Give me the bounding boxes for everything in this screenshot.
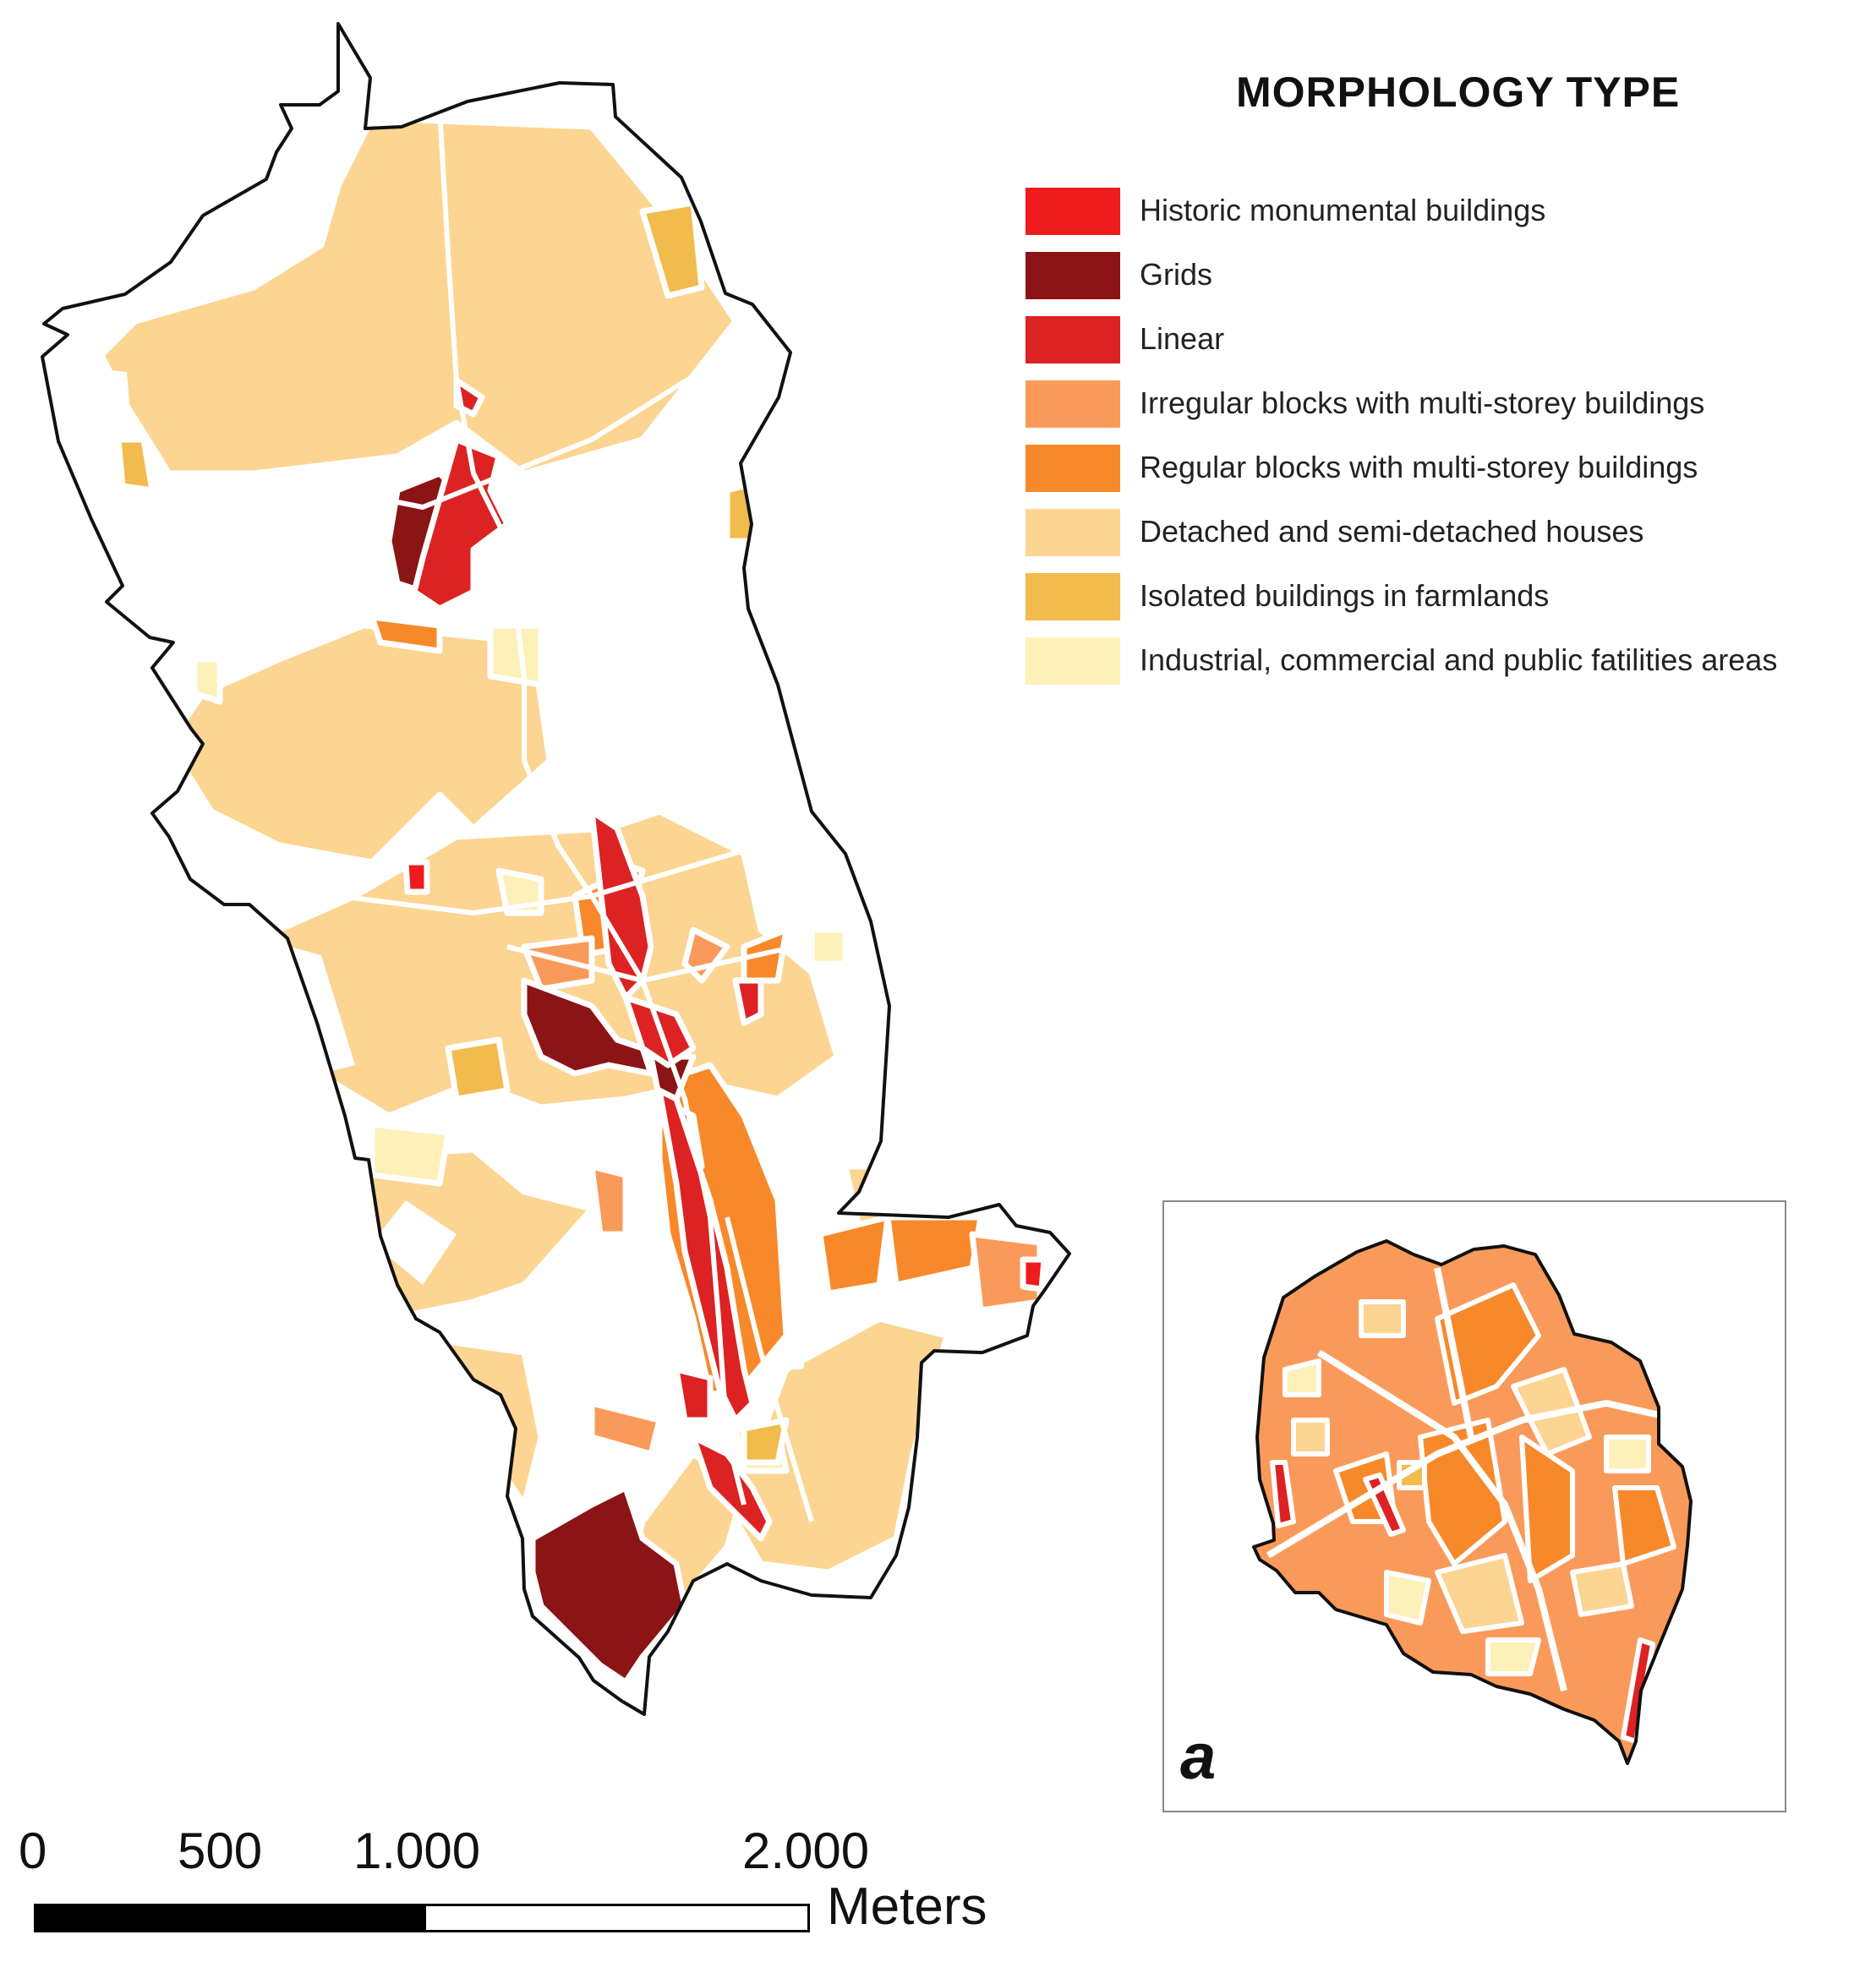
streets [168,109,814,1522]
legend-label: Grids [1140,257,1213,292]
inset-regular [1333,1282,1676,1583]
legend-swatch [1026,573,1120,620]
legend-item-linear: Linear [1015,316,1860,367]
inset-streets [1266,1267,1683,1691]
legend-item-historic: Historic monumental buildings [1015,188,1860,238]
scale-unit-label: Meters [827,1877,987,1936]
legend-item-isolated: Isolated buildings in farmlands [1015,573,1860,624]
legend-item-irregular: Irregular blocks with multi-storey build… [1015,380,1860,431]
legend-label: Industrial, commercial and public fatili… [1140,642,1778,677]
legend-swatch [1026,380,1120,428]
inset-boundary [1252,1239,1693,1765]
scale-bar [34,1904,810,1932]
legend-item-detached: Detached and semi-detached houses [1015,509,1860,560]
legend-item-grids: Grids [1015,252,1860,303]
legend-swatch [1026,509,1120,556]
main-map [51,109,1047,1686]
legend-swatch [1026,188,1120,235]
legend-swatch [1026,252,1120,299]
legend-label: Detached and semi-detached houses [1140,514,1644,549]
legend-item-regular: Regular blocks with multi-storey buildin… [1015,445,1860,495]
linear-areas [411,377,773,1542]
scale-tick-label: 500 [178,1823,263,1879]
legend-swatch [1026,445,1120,492]
scale-tick-label: 2.000 [742,1823,870,1879]
legend-label: Regular blocks with multi-storey buildin… [1140,450,1698,484]
legend-label: Irregular blocks with multi-storey build… [1140,385,1705,420]
legend-label: Linear [1140,321,1225,356]
legend-label: Isolated buildings in farmlands [1140,578,1550,613]
legend-swatch [1026,316,1120,363]
scale-tick-label: 1.000 [353,1823,481,1879]
scale-bar-filled-segment [36,1906,426,1930]
legend-swatch [1026,637,1120,685]
inset-industrial [1283,1358,1651,1676]
inset-label: a [1180,1721,1217,1793]
main-boundary [41,22,1071,1716]
legend-title: MORPHOLOGY TYPE [1236,68,1681,116]
historic-areas [402,859,1047,1293]
scale-tick-label: 0 [19,1823,47,1879]
legend-item-industrial: Industrial, commercial and public fatili… [1015,637,1860,688]
legend-label: Historic monumental buildings [1140,193,1546,227]
